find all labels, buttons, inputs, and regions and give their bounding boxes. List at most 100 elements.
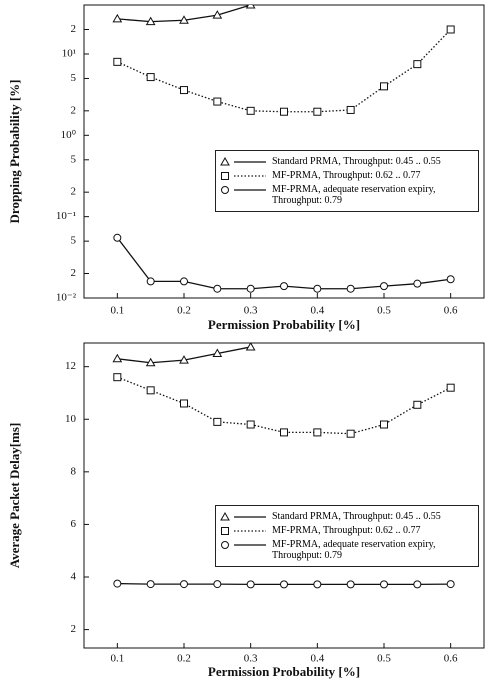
y-tick-label: 10⁻¹ bbox=[56, 210, 76, 222]
marker bbox=[280, 107, 288, 116]
marker bbox=[280, 428, 288, 437]
marker bbox=[313, 428, 322, 437]
marker bbox=[113, 373, 122, 382]
y-tick-label: 2 bbox=[71, 623, 77, 635]
legend-label: MF-PRMA, Throughput: 0.62 .. 0.77 bbox=[272, 170, 421, 181]
marker bbox=[112, 13, 123, 23]
legend-marker bbox=[221, 186, 229, 194]
x-tick-label: 0.2 bbox=[177, 305, 191, 317]
marker bbox=[446, 383, 455, 392]
marker bbox=[113, 233, 122, 242]
series-line bbox=[116, 237, 451, 290]
marker bbox=[446, 275, 455, 284]
marker bbox=[212, 348, 223, 358]
marker bbox=[446, 25, 455, 34]
marker bbox=[413, 580, 422, 589]
marker bbox=[180, 580, 188, 589]
y-tick-label: 5 bbox=[71, 153, 77, 165]
legend-label: MF-PRMA, Throughput: 0.62 .. 0.77 bbox=[272, 525, 421, 536]
legend-marker bbox=[221, 541, 229, 549]
x-tick-label: 0.2 bbox=[177, 653, 191, 665]
series-line bbox=[117, 29, 452, 113]
marker bbox=[346, 429, 355, 438]
y-tick-label: 5 bbox=[71, 235, 77, 247]
x-axis-label: Permission Probability [%] bbox=[208, 664, 360, 679]
x-axis-label: Permission Probability [%] bbox=[208, 317, 360, 332]
y-tick-label: 6 bbox=[71, 518, 77, 530]
x-tick-label: 0.3 bbox=[244, 653, 258, 665]
legend-item: MF-PRMA, adequate reservation expiry, Th… bbox=[220, 184, 474, 206]
marker bbox=[413, 60, 422, 69]
marker bbox=[146, 277, 155, 286]
x-tick-label: 0.1 bbox=[110, 653, 124, 665]
marker bbox=[413, 400, 422, 409]
plot-frame bbox=[83, 4, 485, 299]
marker bbox=[213, 284, 222, 293]
marker bbox=[145, 16, 156, 26]
marker bbox=[179, 15, 189, 24]
legend-symbol bbox=[220, 156, 266, 166]
y-tick-label: 8 bbox=[71, 465, 77, 477]
y-tick-label: 2 bbox=[71, 23, 77, 35]
legend: Standard PRMA, Throughput: 0.45 .. 0.55 M… bbox=[215, 505, 479, 567]
marker bbox=[380, 82, 388, 91]
x-tick-label: 0.4 bbox=[310, 305, 324, 317]
y-tick-label: 4 bbox=[71, 571, 77, 583]
y-tick-label: 10⁰ bbox=[61, 129, 77, 141]
marker bbox=[146, 73, 155, 82]
marker bbox=[413, 279, 422, 288]
y-tick-label: 10 bbox=[65, 413, 77, 425]
y-axis-label: Average Packet Delay[ms] bbox=[7, 423, 22, 569]
y-tick-label: 10¹ bbox=[62, 48, 76, 60]
y-tick-label: 2 bbox=[71, 186, 77, 198]
y-tick-label: 10⁻² bbox=[56, 292, 77, 304]
marker bbox=[112, 353, 123, 363]
legend-item: MF-PRMA, Throughput: 0.62 .. 0.77 bbox=[220, 170, 474, 182]
plot-area bbox=[112, 343, 455, 589]
marker bbox=[213, 97, 222, 106]
x-tick-label: 0.1 bbox=[110, 305, 124, 317]
marker bbox=[346, 105, 355, 114]
x-tick-label: 0.5 bbox=[377, 653, 391, 665]
x-tick-label: 0.3 bbox=[244, 305, 258, 317]
legend-marker bbox=[221, 172, 229, 180]
marker bbox=[380, 420, 388, 429]
marker bbox=[380, 580, 388, 589]
legend-label: MF-PRMA, adequate reservation expiry, Th… bbox=[272, 184, 436, 206]
x-tick-label: 0.5 bbox=[377, 305, 391, 317]
plot-frame bbox=[83, 342, 485, 649]
marker bbox=[246, 420, 255, 429]
legend-marker bbox=[220, 511, 230, 521]
marker bbox=[145, 357, 156, 367]
marker bbox=[346, 580, 355, 589]
marker bbox=[146, 580, 155, 589]
marker bbox=[246, 580, 255, 589]
marker bbox=[180, 399, 188, 408]
legend-marker bbox=[220, 156, 230, 166]
marker bbox=[245, 343, 256, 351]
marker bbox=[213, 580, 222, 589]
marker bbox=[213, 417, 222, 426]
marker bbox=[113, 57, 122, 66]
marker bbox=[313, 107, 322, 116]
marker bbox=[246, 106, 255, 115]
marker bbox=[245, 5, 256, 9]
legend-item: Standard PRMA, Throughput: 0.45 .. 0.55 bbox=[220, 511, 474, 523]
legend-symbol bbox=[221, 186, 266, 194]
marker bbox=[113, 579, 122, 588]
x-tick-label: 0.6 bbox=[444, 653, 458, 665]
marker bbox=[313, 284, 322, 293]
legend-item: Standard PRMA, Throughput: 0.45 .. 0.55 bbox=[220, 156, 474, 168]
legend-symbol bbox=[221, 527, 266, 535]
series-line bbox=[117, 376, 451, 435]
marker bbox=[246, 284, 255, 293]
plot-area bbox=[112, 5, 455, 293]
legend-item: MF-PRMA, Throughput: 0.62 .. 0.77 bbox=[220, 525, 474, 537]
marker bbox=[212, 10, 223, 19]
marker bbox=[446, 580, 455, 589]
marker bbox=[180, 86, 188, 95]
legend-label: Standard PRMA, Throughput: 0.45 .. 0.55 bbox=[272, 156, 441, 167]
x-tick-label: 0.4 bbox=[310, 653, 324, 665]
